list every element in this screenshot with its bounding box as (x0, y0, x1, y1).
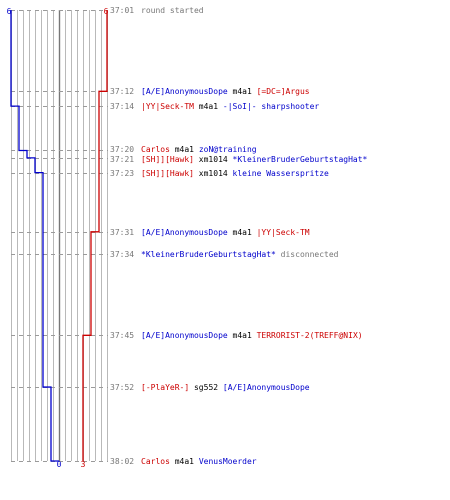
event-part: m4a1 (194, 102, 223, 111)
event-part: TERRORIST-2(TREFF@NIX) (257, 331, 363, 340)
chart-series (10, 10, 108, 462)
event-part: [SH]][Hawk] (141, 169, 194, 178)
event-time: 37:23 (110, 169, 134, 178)
event-part: [SH]][Hawk] (141, 155, 194, 164)
event-description: round started (141, 6, 204, 15)
event-part: |YY|Seck-TM (141, 102, 194, 111)
chart-event-log: 37:01 round started 37:12 [A/E]AnonymousDop… (110, 6, 368, 466)
event-part: xm1014 (194, 155, 233, 164)
event-time: 37:14 (110, 102, 134, 111)
event-part: m4a1 (228, 228, 257, 237)
t-start-count-label: 6 (104, 7, 109, 16)
event-part: m4a1 (228, 87, 257, 96)
event-description: [SH]][Hawk] xm1014 *KleinerBruderGeburts… (141, 155, 368, 164)
event-part: VenusMoerder (199, 457, 257, 466)
event-description: *KleinerBruderGeburtstagHat* disconnecte… (141, 250, 339, 259)
event-part: xm1014 (194, 169, 233, 178)
chart-grid (11, 10, 108, 462)
event-part: [A/E]AnonymousDope (141, 228, 228, 237)
event-time: 37:34 (110, 250, 134, 259)
event-time: 37:20 (110, 145, 134, 154)
t-end-count-label: 3 (81, 460, 86, 469)
ct-start-count-label: 6 (7, 7, 12, 16)
event-description: |YY|Seck-TM m4a1 -|SoI|- sharpshooter (141, 102, 319, 111)
event-description: [A/E]AnonymousDope m4a1 TERRORIST-2(TREF… (141, 331, 363, 340)
ct-end-count-label: 0 (57, 460, 62, 469)
event-part: -|SoI|- sharpshooter (223, 102, 320, 111)
event-description: [A/E]AnonymousDope m4a1 [=DC=]Argus (141, 87, 310, 96)
event-part: *KleinerBruderGeburtstagHat* (233, 155, 368, 164)
event-part: *KleinerBruderGeburtstagHat* (141, 250, 276, 259)
event-time: 37:45 (110, 331, 134, 340)
event-part: zoN@training (199, 145, 257, 154)
event-part: m4a1 (170, 457, 199, 466)
event-part: [=DC=]Argus (257, 87, 310, 96)
event-description: [-PlaYeR-] sg552 [A/E]AnonymousDope (141, 383, 310, 392)
event-part: m4a1 (170, 145, 199, 154)
event-part: Carlos (141, 457, 170, 466)
event-time: 37:12 (110, 87, 134, 96)
event-part: [-PlaYeR-] (141, 383, 189, 392)
ct-alive-step-line (10, 10, 59, 462)
event-description: [SH]][Hawk] xm1014 kleine Wasserspritze (141, 169, 329, 178)
event-time: 38:02 (110, 457, 134, 466)
event-time: 37:01 (110, 6, 134, 15)
event-part: round started (141, 6, 204, 15)
event-time: 37:31 (110, 228, 134, 237)
event-part: [A/E]AnonymousDope (223, 383, 310, 392)
event-part: |YY|Seck-TM (257, 228, 310, 237)
event-part: kleine Wasserspritze (233, 169, 330, 178)
t-alive-step-line (82, 10, 108, 461)
event-part: disconnected (276, 250, 339, 259)
event-description: Carlos m4a1 zoN@training (141, 145, 257, 154)
event-time: 37:21 (110, 155, 134, 164)
event-part: [A/E]AnonymousDope (141, 87, 228, 96)
chart-team-count-labels: 6 6 0 3 (7, 7, 109, 469)
event-description: Carlos m4a1 VenusMoerder (141, 457, 257, 466)
event-description: [A/E]AnonymousDope m4a1 |YY|Seck-TM (141, 228, 310, 237)
event-part: [A/E]AnonymousDope (141, 331, 228, 340)
event-part: Carlos (141, 145, 170, 154)
event-part: sg552 (189, 383, 223, 392)
event-time: 37:52 (110, 383, 134, 392)
event-part: m4a1 (228, 331, 257, 340)
